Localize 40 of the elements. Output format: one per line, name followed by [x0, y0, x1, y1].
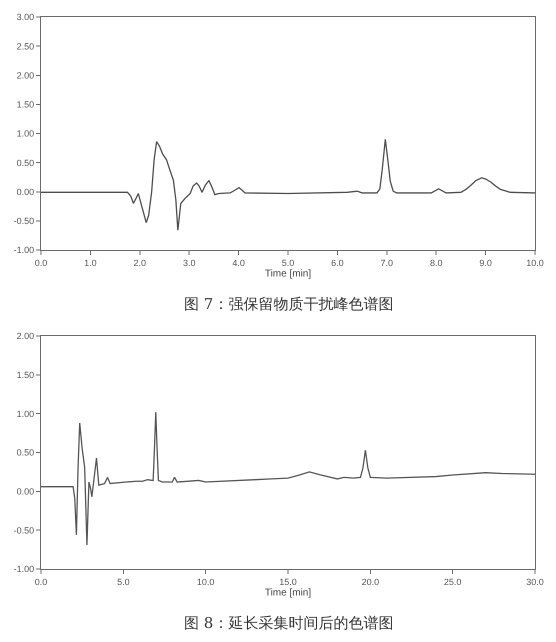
y-tick-label: -1.00 — [14, 564, 34, 574]
x-tick-label: 0.0 — [34, 576, 48, 587]
x-tick-label: 25.0 — [444, 576, 462, 587]
y-tick-label: 2.00 — [16, 70, 34, 80]
y-tick-label: -0.50 — [14, 525, 34, 536]
x-tick-label: 30.0 — [526, 576, 544, 587]
y-tick-label: 1.50 — [16, 370, 34, 380]
y-tick-label: -0.50 — [14, 216, 34, 226]
y-tick-label: 0.50 — [16, 158, 34, 168]
y-tick-label: 0.00 — [16, 486, 34, 496]
x-tick-label: 7.0 — [380, 258, 394, 268]
x-tick-label: 0.0 — [34, 258, 48, 268]
x-tick-label: 20.0 — [362, 576, 380, 587]
x-tick-label: 1.0 — [84, 258, 97, 268]
x-tick-label: 3.0 — [182, 258, 196, 268]
caption: 图 7：强保留物质干扰峰色谱图 — [184, 295, 394, 313]
x-axis-title: Time [min] — [264, 268, 312, 280]
y-tick-label: 1.00 — [16, 128, 34, 139]
x-axis-title: Time [min] — [264, 587, 312, 598]
y-tick-label: 2.00 — [16, 331, 34, 342]
x-tick-label: 10.0 — [196, 576, 214, 587]
caption: 图 8：延长采集时间后的色谱图 — [184, 614, 394, 632]
y-tick-label: 1.00 — [16, 408, 34, 419]
x-tick-label: 9.0 — [479, 258, 492, 268]
y-tick-label: 0.00 — [16, 186, 34, 197]
y-tick-label: 0.50 — [16, 448, 34, 458]
x-tick-label: 4.0 — [232, 258, 245, 268]
line-series — [41, 411, 535, 546]
x-tick-label: 5.0 — [117, 576, 130, 587]
x-tick-label: 5.0 — [282, 258, 294, 268]
line-series — [41, 138, 535, 231]
x-tick-label: 8.0 — [430, 258, 442, 268]
y-tick-label: 1.50 — [16, 100, 34, 110]
x-tick-label: 15.0 — [279, 576, 297, 587]
x-tick-label: 2.0 — [134, 258, 146, 268]
y-tick-label: 2.50 — [16, 41, 34, 52]
x-tick-label: 10.0 — [526, 258, 544, 268]
y-tick-label: -1.00 — [14, 245, 34, 256]
y-tick-label: 3.00 — [16, 12, 34, 22]
x-tick-label: 6.0 — [331, 258, 344, 268]
